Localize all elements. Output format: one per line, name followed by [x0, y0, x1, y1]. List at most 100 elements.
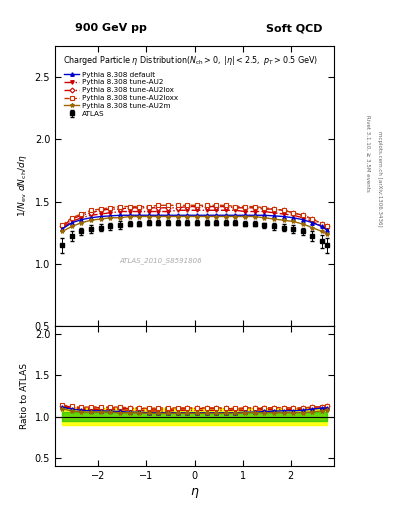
Pythia 8.308 tune-AU2loxx [195, 202, 199, 208]
Pythia 8.308 default [252, 212, 257, 218]
Pythia 8.308 default [127, 212, 132, 218]
Pythia 8.308 default [185, 212, 190, 218]
Pythia 8.308 default [325, 227, 329, 233]
Pythia 8.308 tune-AU2m [79, 220, 84, 226]
Line: Pythia 8.308 tune-AU2: Pythia 8.308 tune-AU2 [61, 208, 329, 231]
Pythia 8.308 default [214, 212, 219, 218]
Pythia 8.308 tune-AU2m [70, 223, 74, 229]
Pythia 8.308 tune-AU2 [108, 210, 113, 216]
Text: mcplots.cern.ch [arXiv:1306.3436]: mcplots.cern.ch [arXiv:1306.3436] [377, 132, 382, 227]
Pythia 8.308 default [300, 217, 305, 223]
Pythia 8.308 default [89, 215, 94, 221]
Pythia 8.308 tune-AU2lox [214, 203, 219, 209]
Pythia 8.308 tune-AU2m [243, 214, 248, 220]
Pythia 8.308 tune-AU2m [262, 215, 267, 221]
Pythia 8.308 default [224, 212, 228, 218]
Pythia 8.308 tune-AU2lox [252, 205, 257, 211]
Pythia 8.308 tune-AU2lox [127, 205, 132, 211]
Pythia 8.308 tune-AU2lox [89, 210, 94, 216]
Text: ATLAS_2010_S8591806: ATLAS_2010_S8591806 [120, 258, 202, 264]
Pythia 8.308 tune-AU2lox [243, 205, 248, 211]
Line: Pythia 8.308 tune-AU2loxx: Pythia 8.308 tune-AU2loxx [61, 204, 329, 228]
Pythia 8.308 tune-AU2m [224, 214, 228, 220]
Pythia 8.308 tune-AU2 [204, 207, 209, 214]
Pythia 8.308 tune-AU2m [310, 225, 315, 231]
Line: Pythia 8.308 tune-AU2lox: Pythia 8.308 tune-AU2lox [61, 205, 329, 228]
Pythia 8.308 tune-AU2 [156, 208, 161, 215]
Pythia 8.308 default [118, 212, 122, 218]
Pythia 8.308 tune-AU2 [98, 211, 103, 217]
Pythia 8.308 tune-AU2loxx [79, 211, 84, 217]
Pythia 8.308 tune-AU2m [166, 214, 171, 220]
Pythia 8.308 tune-AU2 [262, 208, 267, 215]
Pythia 8.308 tune-AU2 [320, 223, 324, 229]
Pythia 8.308 tune-AU2loxx [185, 202, 190, 208]
Pythia 8.308 tune-AU2lox [262, 206, 267, 212]
Pythia 8.308 tune-AU2 [325, 226, 329, 232]
Pythia 8.308 tune-AU2m [325, 231, 329, 237]
Pythia 8.308 tune-AU2m [147, 214, 151, 220]
Pythia 8.308 default [98, 214, 103, 220]
Pythia 8.308 tune-AU2m [300, 221, 305, 227]
Pythia 8.308 tune-AU2 [214, 207, 219, 214]
Text: Soft QCD: Soft QCD [266, 23, 322, 33]
Pythia 8.308 tune-AU2m [272, 216, 276, 222]
Pythia 8.308 default [310, 220, 315, 226]
Pythia 8.308 tune-AU2loxx [89, 207, 94, 214]
Pythia 8.308 tune-AU2lox [108, 206, 113, 212]
Pythia 8.308 tune-AU2loxx [291, 210, 296, 216]
Pythia 8.308 tune-AU2 [166, 208, 171, 215]
Pythia 8.308 tune-AU2 [243, 208, 248, 215]
Pythia 8.308 tune-AU2loxx [166, 202, 171, 208]
Pythia 8.308 tune-AU2m [185, 214, 190, 220]
Pythia 8.308 default [272, 213, 276, 219]
Pythia 8.308 tune-AU2loxx [108, 205, 113, 211]
Pythia 8.308 tune-AU2lox [272, 206, 276, 212]
Pythia 8.308 tune-AU2 [127, 208, 132, 215]
Pythia 8.308 tune-AU2m [156, 214, 161, 220]
Pythia 8.308 tune-AU2loxx [60, 222, 64, 228]
Pythia 8.308 tune-AU2lox [60, 223, 64, 229]
Pythia 8.308 tune-AU2loxx [118, 203, 122, 209]
Pythia 8.308 default [108, 213, 113, 219]
Pythia 8.308 tune-AU2loxx [243, 203, 248, 209]
Pythia 8.308 default [291, 215, 296, 221]
Pythia 8.308 tune-AU2m [195, 214, 199, 220]
Pythia 8.308 default [60, 226, 64, 232]
Pythia 8.308 tune-AU2lox [147, 205, 151, 211]
Pythia 8.308 default [262, 212, 267, 218]
Pythia 8.308 default [79, 217, 84, 223]
Pythia 8.308 default [204, 212, 209, 218]
Pythia 8.308 tune-AU2m [252, 214, 257, 220]
Pythia 8.308 tune-AU2loxx [252, 203, 257, 209]
Pythia 8.308 tune-AU2lox [195, 203, 199, 209]
Text: Charged Particle $\eta$ Distribution($N_\mathrm{ch}>0,\ |\eta|<2.5,\ p_T>0.5\ \m: Charged Particle $\eta$ Distribution($N_… [63, 54, 319, 68]
Pythia 8.308 tune-AU2lox [137, 205, 141, 211]
Pythia 8.308 tune-AU2loxx [147, 203, 151, 209]
Pythia 8.308 tune-AU2 [79, 215, 84, 221]
Pythia 8.308 tune-AU2loxx [233, 203, 238, 209]
Line: Pythia 8.308 tune-AU2m: Pythia 8.308 tune-AU2m [60, 215, 329, 236]
Pythia 8.308 default [175, 212, 180, 218]
Pythia 8.308 tune-AU2loxx [175, 202, 180, 208]
Pythia 8.308 tune-AU2 [60, 225, 64, 231]
Pythia 8.308 tune-AU2m [175, 214, 180, 220]
Pythia 8.308 tune-AU2lox [300, 212, 305, 218]
Pythia 8.308 tune-AU2loxx [224, 202, 228, 208]
Pythia 8.308 tune-AU2 [300, 215, 305, 221]
Pythia 8.308 tune-AU2 [175, 207, 180, 214]
Pythia 8.308 tune-AU2loxx [281, 207, 286, 214]
Pythia 8.308 tune-AU2lox [98, 207, 103, 214]
Pythia 8.308 tune-AU2m [204, 214, 209, 220]
Pythia 8.308 tune-AU2 [224, 207, 228, 214]
Legend: Pythia 8.308 default, Pythia 8.308 tune-AU2, Pythia 8.308 tune-AU2lox, Pythia 8.: Pythia 8.308 default, Pythia 8.308 tune-… [61, 69, 181, 119]
Pythia 8.308 default [281, 214, 286, 220]
Pythia 8.308 tune-AU2lox [70, 216, 74, 222]
Pythia 8.308 default [70, 220, 74, 226]
Pythia 8.308 tune-AU2loxx [127, 203, 132, 209]
Pythia 8.308 tune-AU2 [195, 207, 199, 214]
Pythia 8.308 tune-AU2loxx [325, 223, 329, 229]
Pythia 8.308 tune-AU2 [272, 210, 276, 216]
Pythia 8.308 tune-AU2m [98, 216, 103, 222]
Pythia 8.308 tune-AU2m [89, 217, 94, 223]
